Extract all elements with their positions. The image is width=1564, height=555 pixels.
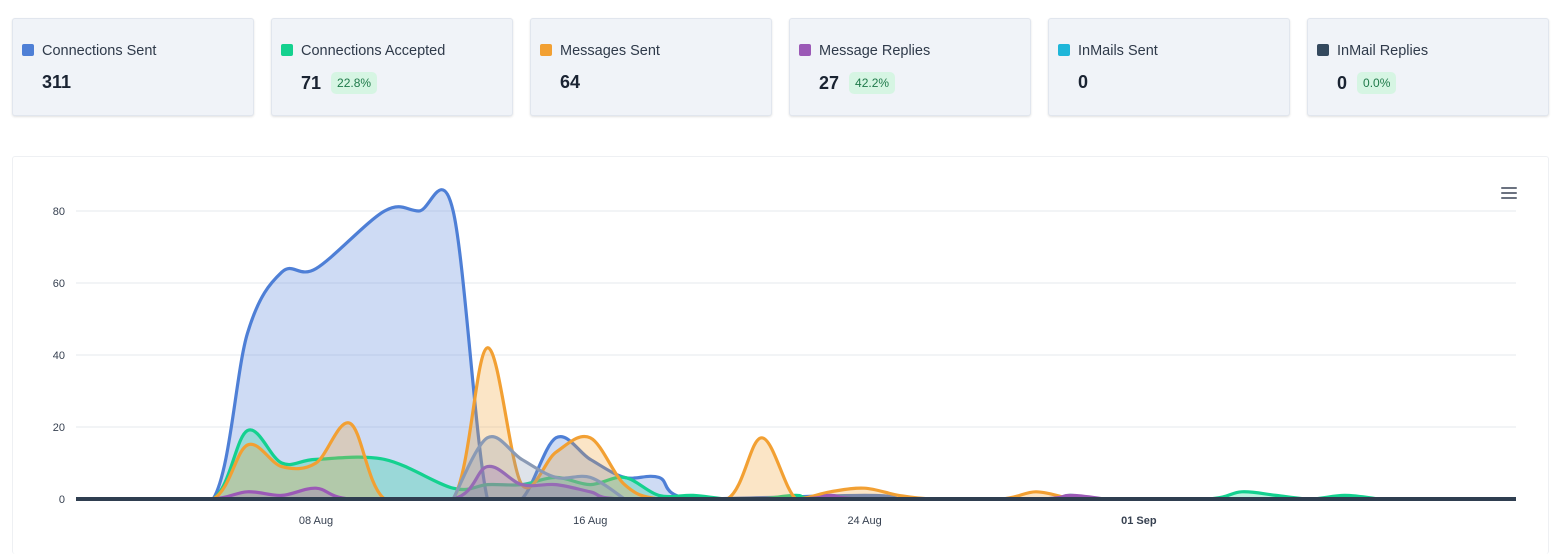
stat-card-inmails-sent[interactable]: InMails Sent 0 (1048, 18, 1290, 116)
stat-label: Connections Accepted (301, 43, 446, 59)
stat-value-row: 27 42.2% (819, 72, 896, 94)
x-tick-label: 24 Aug (847, 515, 881, 527)
series-message-replies-area (144, 466, 1105, 499)
x-tick-label: 01 Sep (1121, 515, 1157, 527)
stats-cards: Connections Sent 311 Connections Accepte… (12, 18, 1549, 116)
y-tick-label: 80 (53, 206, 65, 218)
series-messages-sent-area (144, 347, 1071, 499)
stat-value-row: 0 (1078, 72, 1088, 93)
acceptance-rate-badge: 22.8% (331, 72, 378, 94)
x-tick-label: 08 Aug (299, 515, 333, 527)
y-tick-label: 0 (59, 494, 65, 506)
message-replies-swatch (799, 44, 811, 56)
connections-sent-swatch (22, 44, 34, 56)
inmails-sent-swatch (1058, 44, 1070, 56)
series-connections-accepted-line (144, 428, 1380, 501)
stat-value-row: 64 (560, 72, 580, 93)
series-connections-sent-area (144, 189, 899, 499)
stat-card-connections-accepted[interactable]: Connections Accepted 71 22.8% (271, 18, 513, 116)
series-messages-sent-line (144, 346, 1071, 501)
hamburger-menu-icon[interactable] (1501, 187, 1517, 199)
stat-value: 64 (560, 72, 581, 92)
stat-label: InMail Replies (1337, 43, 1429, 59)
stat-label: Messages Sent (560, 43, 660, 59)
stat-value-row: 311 (42, 72, 71, 93)
stat-label: InMails Sent (1078, 43, 1158, 59)
stat-label: Message Replies (819, 43, 931, 59)
series-connections-accepted-area (144, 429, 1379, 499)
series-overlay-area (453, 436, 625, 499)
stat-value: 311 (42, 72, 72, 92)
inmail-reply-rate-badge: 0.0% (1357, 72, 1397, 94)
series-overlay-line (451, 434, 626, 501)
inmail-replies-swatch (1317, 44, 1329, 56)
messages-sent-swatch (540, 44, 552, 56)
stat-value: 27 (819, 72, 840, 93)
stat-value-row: 71 22.8% (301, 72, 378, 94)
stat-card-message-replies[interactable]: Message Replies 27 42.2% (789, 18, 1031, 116)
activity-chart-panel: 0 20 40 60 80 08 Aug 16 Aug 24 Aug 01 Sep (12, 156, 1549, 554)
y-tick-label: 20 (53, 422, 65, 434)
stat-label: Connections Sent (42, 43, 157, 59)
y-tick-label: 40 (53, 350, 65, 362)
stat-value: 71 (301, 72, 322, 93)
stat-card-inmail-replies[interactable]: InMail Replies 0 0.0% (1307, 18, 1549, 116)
x-tick-label: 16 Aug (573, 515, 607, 527)
stat-card-connections-sent[interactable]: Connections Sent 311 (12, 18, 254, 116)
stat-value: 0 (1337, 72, 1348, 93)
stat-value-row: 0 0.0% (1337, 72, 1397, 94)
connections-accepted-swatch (281, 44, 293, 56)
reply-rate-badge: 42.2% (849, 72, 896, 94)
stat-value: 0 (1078, 72, 1089, 92)
activity-chart: 0 20 40 60 80 08 Aug 16 Aug 24 Aug 01 Sep (53, 188, 1516, 527)
y-tick-label: 60 (53, 278, 65, 290)
stat-card-messages-sent[interactable]: Messages Sent 64 (530, 18, 772, 116)
